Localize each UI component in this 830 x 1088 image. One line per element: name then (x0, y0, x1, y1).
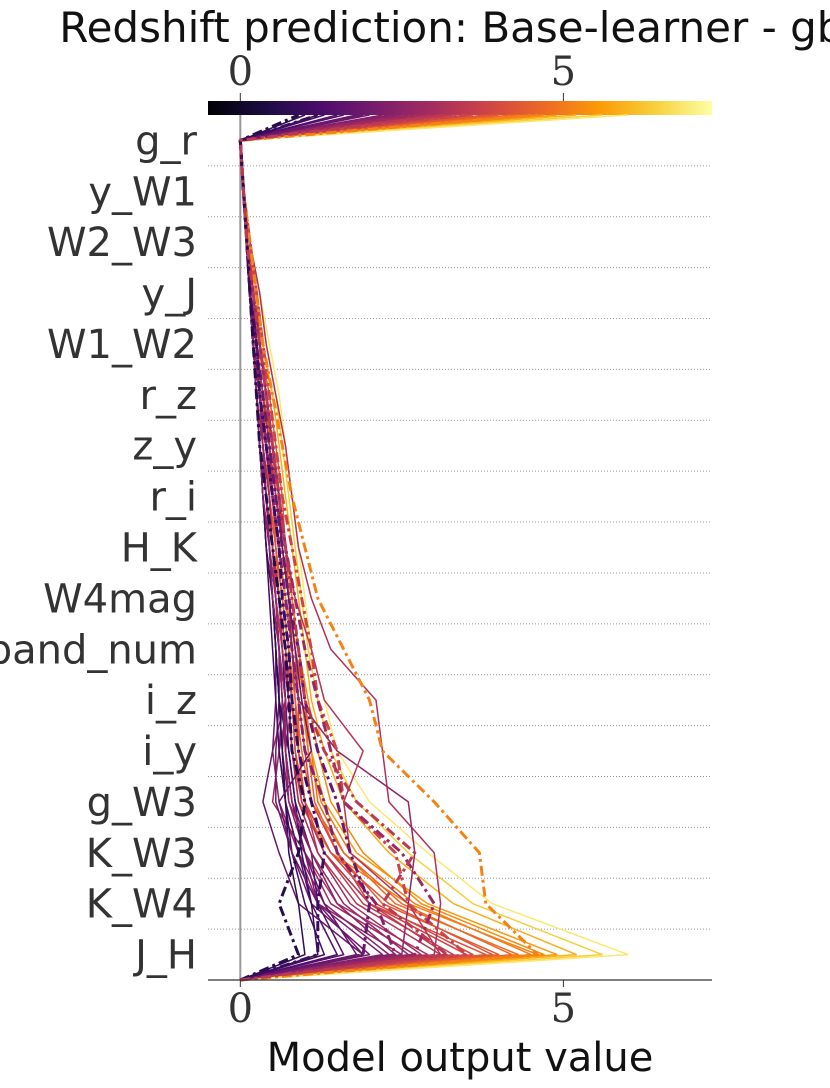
feature-label: r_i (149, 475, 197, 521)
decision-line-highlighted (238, 113, 371, 982)
feature-label: r_z (140, 373, 197, 419)
decision-line-highlighted (238, 113, 449, 982)
decision-line (239, 114, 442, 981)
feature-label: z_y (132, 424, 197, 470)
feature-label: K_W3 (86, 831, 197, 877)
chart-title: Redshift prediction: Base-learner - gbr (59, 3, 830, 52)
grid-lines (208, 115, 712, 980)
decision-line (239, 114, 487, 981)
feature-label: W1_W2 (47, 322, 197, 368)
decision-line-highlighted (238, 113, 307, 982)
feature-label: W2_W3 (47, 220, 197, 266)
decision-line-highlighted (238, 113, 326, 982)
x-axis-label: Model output value (267, 1035, 654, 1081)
feature-label: g_r (135, 118, 197, 164)
feature-label: H_K (121, 526, 199, 572)
feature-label: W4mag (43, 576, 197, 622)
decision-line (239, 114, 442, 981)
colorbar-tick-label: 0 (228, 49, 253, 95)
feature-label: band_num (0, 627, 197, 673)
feature-label: y_W1 (88, 169, 197, 215)
feature-label: J_H (132, 933, 197, 979)
feature-label: i_y (142, 729, 197, 775)
decision-line-highlighted (238, 113, 468, 982)
decision-line (239, 114, 442, 981)
decision-line-highlighted (238, 113, 397, 982)
decision-line (239, 114, 403, 981)
x-tick-label: 5 (551, 986, 576, 1032)
decision-line (239, 114, 448, 981)
colorbar-gradient (208, 101, 712, 115)
colorbar-tick-label: 5 (551, 49, 576, 95)
decision-line (239, 114, 603, 981)
feature-label: g_W3 (87, 780, 197, 826)
x-tick-label: 0 (228, 986, 253, 1032)
decision-line (239, 114, 513, 981)
decision-lines (238, 113, 629, 982)
feature-label: K_W4 (86, 882, 197, 928)
feature-label: i_z (145, 678, 197, 724)
feature-label: y_J (142, 271, 197, 317)
decision-line (239, 114, 390, 981)
decision-line-highlighted (238, 113, 539, 982)
